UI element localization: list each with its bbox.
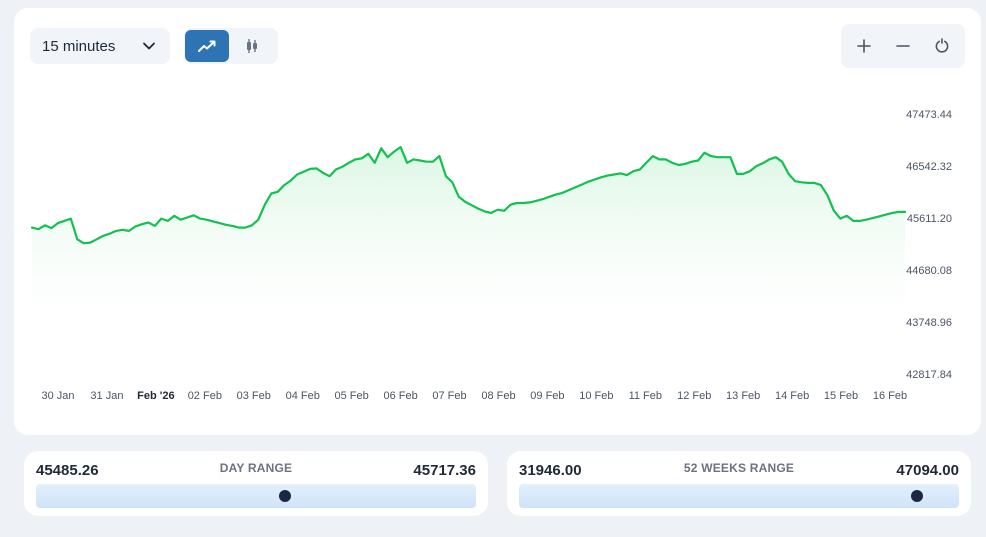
reset-zoom-button[interactable] xyxy=(926,30,958,62)
x-tick-label: 03 Feb xyxy=(237,390,271,402)
line-chart-button[interactable] xyxy=(185,30,229,62)
price-area-chart[interactable]: 47473.44 46542.32 45611.20 44680.08 43748.96… xyxy=(14,8,981,435)
price-area-fill xyxy=(32,147,905,349)
x-axis: 30 Jan 31 Jan Feb '26 02 Feb 03 Feb 04 Feb 05 … xyxy=(41,390,907,402)
x-tick-label: 04 Feb xyxy=(286,390,320,402)
week52-range-marker xyxy=(911,490,924,502)
zoom-in-icon xyxy=(857,39,872,53)
x-tick-label: 14 Feb xyxy=(775,390,809,402)
day-range-title: DAY RANGE xyxy=(219,461,293,475)
zoom-controls xyxy=(841,24,965,68)
chevron-down-icon xyxy=(143,42,155,50)
x-tick-label: 07 Feb xyxy=(432,390,466,402)
week52-range-card: 31946.00 52 WEEKS RANGE 47094.00 xyxy=(507,451,971,516)
price-chart-card: 15 minutes xyxy=(14,8,981,435)
y-tick-label: 47473.44 xyxy=(906,109,952,121)
interval-label: 15 minutes xyxy=(42,37,116,55)
week52-range-title: 52 WEEKS RANGE xyxy=(683,461,795,475)
x-tick-label: 02 Feb xyxy=(188,390,222,402)
week52-range-high: 47094.00 xyxy=(896,462,959,479)
x-tick-label: 13 Feb xyxy=(726,390,760,402)
candlestick-icon xyxy=(247,39,257,53)
x-tick-label: 09 Feb xyxy=(530,390,564,402)
y-tick-label: 42817.84 xyxy=(906,369,952,381)
x-tick-label: 06 Feb xyxy=(383,390,417,402)
x-tick-label: 16 Feb xyxy=(873,390,907,402)
week52-range-bar xyxy=(519,484,959,508)
x-tick-label: 10 Feb xyxy=(579,390,613,402)
x-tick-label: 11 Feb xyxy=(629,390,662,402)
x-tick-label: 08 Feb xyxy=(481,390,515,402)
x-tick-label: 31 Jan xyxy=(90,390,123,402)
y-tick-label: 43748.96 xyxy=(906,317,952,329)
trend-line-icon xyxy=(198,40,216,52)
x-tick-label: 15 Feb xyxy=(824,390,858,402)
y-tick-label: 45611.20 xyxy=(907,213,952,225)
day-range-bar xyxy=(36,484,476,508)
x-tick-label: 30 Jan xyxy=(41,390,74,402)
x-tick-label: 05 Feb xyxy=(335,390,369,402)
y-axis: 47473.44 46542.32 45611.20 44680.08 43748.96… xyxy=(906,109,952,381)
day-range-card: 45485.26 DAY RANGE 45717.36 xyxy=(24,451,488,516)
zoom-in-button[interactable] xyxy=(848,30,880,62)
day-range-marker xyxy=(278,490,291,502)
zoom-out-icon xyxy=(896,45,910,47)
chart-type-toggle xyxy=(184,28,278,64)
x-tick-label: 12 Feb xyxy=(677,390,711,402)
reset-icon xyxy=(935,38,949,53)
price-line xyxy=(30,146,907,245)
y-tick-label: 46542.32 xyxy=(906,161,952,173)
y-tick-label: 44680.08 xyxy=(906,265,952,277)
x-tick-label: Feb '26 xyxy=(137,390,174,402)
day-range-low: 45485.26 xyxy=(36,462,99,479)
week52-range-low: 31946.00 xyxy=(519,462,582,479)
zoom-out-button[interactable] xyxy=(887,30,919,62)
candlestick-chart-button[interactable] xyxy=(230,30,274,62)
day-range-high: 45717.36 xyxy=(413,462,476,479)
interval-dropdown[interactable]: 15 minutes xyxy=(30,28,170,64)
